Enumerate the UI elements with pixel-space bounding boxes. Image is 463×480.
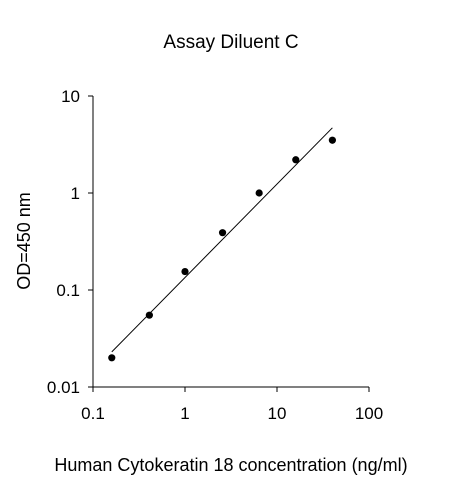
x-ticks: 0.1 1 10 100 xyxy=(81,387,383,423)
y-tick-label: 1 xyxy=(71,184,80,203)
data-point xyxy=(181,267,189,276)
data-point xyxy=(108,354,116,362)
y-axis-label: OD=450 nm xyxy=(14,192,34,290)
chart-title: Assay Diluent C xyxy=(163,32,298,53)
x-axis-label: Human Cytokeratin 18 concentration (ng/m… xyxy=(54,455,407,475)
data-point xyxy=(145,311,153,319)
data-points xyxy=(108,136,336,362)
data-point xyxy=(328,136,336,144)
fit-line xyxy=(111,127,333,353)
data-point xyxy=(255,189,263,197)
y-tick-label: 0.1 xyxy=(56,281,80,300)
y-tick-label: 10 xyxy=(61,87,80,106)
data-point xyxy=(218,229,227,237)
x-tick-label: 100 xyxy=(355,404,383,423)
y-tick-label: 0.01 xyxy=(47,378,80,397)
x-tick-label: 1 xyxy=(180,404,189,423)
data-point xyxy=(292,156,300,164)
x-tick-label: 0.1 xyxy=(81,404,105,423)
fit-line-group xyxy=(111,127,333,353)
y-ticks: 0.01 0.1 1 10 xyxy=(47,87,93,397)
x-tick-label: 10 xyxy=(268,404,287,423)
